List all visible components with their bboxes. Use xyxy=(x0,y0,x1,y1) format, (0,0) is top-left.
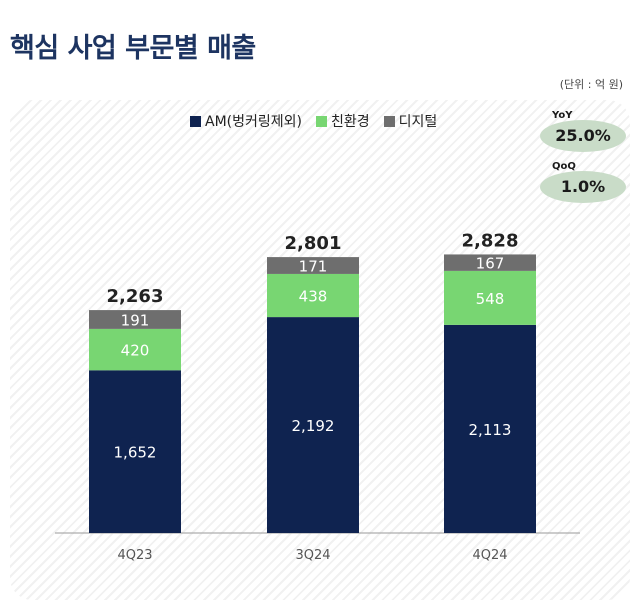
total-label-4q24: 2,828 xyxy=(462,230,519,251)
data-label-am-4q23: 1,652 xyxy=(114,444,157,462)
bar-am-4q24 xyxy=(444,324,536,533)
bar-eco-4q23 xyxy=(89,328,181,371)
qoq-label: QoQ xyxy=(552,161,576,172)
legend-item-am: AM(벙커링제외) xyxy=(190,111,302,131)
data-label-eco-4q24: 548 xyxy=(476,290,505,308)
chart-legend: AM(벙커링제외) 친환경 디지털 xyxy=(190,111,437,131)
bar-eco-3q24 xyxy=(267,273,359,318)
yoy-badge xyxy=(540,120,626,152)
qoq-value: 1.0% xyxy=(560,177,606,196)
yoy-label: YoY xyxy=(552,110,573,121)
total-label-4q23: 2,263 xyxy=(107,286,164,307)
x-tick-label-4q23: 4Q23 xyxy=(117,548,152,563)
legend-swatch-am xyxy=(190,115,201,127)
x-tick-label-3q24: 3Q24 xyxy=(295,548,330,563)
bar-digital-3q24 xyxy=(267,257,359,274)
data-label-digital-3q24: 171 xyxy=(299,258,328,276)
legend-label-digital: 디지털 xyxy=(398,114,438,130)
data-label-eco-4q23: 420 xyxy=(121,342,150,360)
legend-swatch-eco xyxy=(315,115,327,127)
legend-swatch-digital xyxy=(383,115,395,127)
bar-eco-4q24 xyxy=(444,270,536,325)
legend-item-digital: 디지털 xyxy=(383,111,438,131)
data-label-am-4q24: 2,113 xyxy=(469,421,512,439)
bar-am-4q23 xyxy=(89,370,181,533)
qoq-badge xyxy=(540,171,626,203)
legend-label-am: AM(벙커링제외) xyxy=(205,114,302,130)
bar-am-3q24 xyxy=(267,317,359,533)
legend-label-eco: 친환경 xyxy=(330,114,370,130)
bar-digital-4q23 xyxy=(89,310,181,329)
bar-digital-4q24 xyxy=(444,254,536,271)
legend-item-eco: 친환경 xyxy=(315,111,370,131)
data-label-eco-3q24: 438 xyxy=(299,288,328,306)
page-title: 핵심 사업 부문별 매출 xyxy=(10,33,256,64)
data-label-digital-4q23: 191 xyxy=(121,312,150,330)
unit-note: (단위 : 억 원) xyxy=(559,78,623,91)
data-label-digital-4q24: 167 xyxy=(476,255,505,273)
total-label-3q24: 2,801 xyxy=(285,233,342,254)
yoy-value: 25.0% xyxy=(555,126,611,145)
x-tick-label-4q24: 4Q24 xyxy=(472,548,507,563)
data-label-am-3q24: 2,192 xyxy=(292,417,335,435)
